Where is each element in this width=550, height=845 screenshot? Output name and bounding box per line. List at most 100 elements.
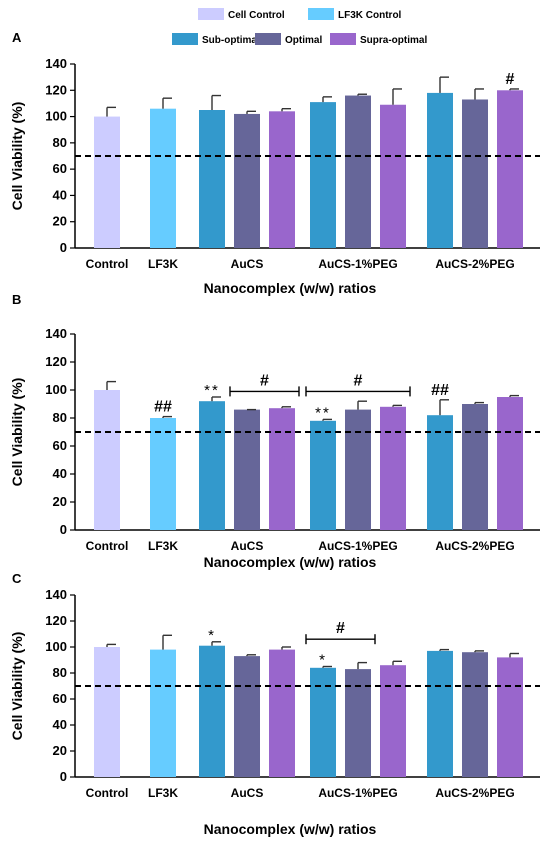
panel-label: B xyxy=(12,292,21,307)
significance-bracket xyxy=(305,386,411,397)
y-tick-label: 140 xyxy=(45,326,67,341)
error-bar xyxy=(106,380,116,390)
bar xyxy=(269,408,295,530)
bar xyxy=(199,645,225,777)
y-axis-title: Cell Viability (%) xyxy=(9,102,25,211)
error-bar xyxy=(162,415,172,418)
x-axis-title: Nanocomplex (w/w) ratios xyxy=(204,554,377,570)
x-tick-label: AuCS-2%PEG xyxy=(435,257,514,271)
x-tick-label: AuCS-1%PEG xyxy=(318,786,397,800)
bar xyxy=(310,667,336,777)
bar xyxy=(462,99,488,248)
legend-label: Sub-optimal xyxy=(202,35,260,46)
significance-label: ## xyxy=(154,399,172,416)
error-bar xyxy=(106,106,116,117)
bar xyxy=(234,656,260,777)
y-tick-label: 60 xyxy=(53,438,67,453)
legend: Cell Control LF3K Control Sub-optimal Optim… xyxy=(172,8,427,46)
bar xyxy=(345,409,371,530)
significance-bracket xyxy=(229,386,300,397)
x-tick-label: Control xyxy=(86,539,129,553)
bracket-label: # xyxy=(260,372,269,389)
bar xyxy=(380,665,406,777)
bar xyxy=(380,406,406,530)
y-tick-label: 20 xyxy=(53,494,67,509)
legend-item: Optimal xyxy=(255,33,322,46)
y-tick-label: 140 xyxy=(45,587,67,602)
significance-label: * xyxy=(208,627,216,644)
x-tick-label: AuCS xyxy=(231,786,264,800)
bar xyxy=(310,420,336,530)
error-bar xyxy=(162,634,172,650)
error-bar xyxy=(357,661,367,670)
y-tick-label: 0 xyxy=(60,522,67,537)
error-bar xyxy=(392,404,402,407)
y-tick-label: 100 xyxy=(45,382,67,397)
x-tick-label: Control xyxy=(86,257,129,271)
error-bar xyxy=(322,665,332,668)
y-tick-label: 0 xyxy=(60,240,67,255)
x-tick-label: AuCS xyxy=(231,257,264,271)
x-tick-label: Control xyxy=(86,786,129,800)
bar xyxy=(150,649,176,777)
error-bar xyxy=(509,652,519,658)
x-tick-label: LF3K xyxy=(148,539,178,553)
error-bar xyxy=(439,648,449,651)
y-axis-title: Cell Viability (%) xyxy=(9,632,25,741)
bar xyxy=(269,649,295,777)
error-bar xyxy=(474,88,484,100)
x-tick-label: AuCS xyxy=(231,539,264,553)
legend-item: Sub-optimal xyxy=(172,33,260,46)
bar xyxy=(269,111,295,248)
x-tick-label: AuCS-1%PEG xyxy=(318,257,397,271)
legend-label: LF3K Control xyxy=(338,10,402,21)
bracket-label: # xyxy=(336,620,345,637)
y-tick-label: 80 xyxy=(53,665,67,680)
x-tick-label: LF3K xyxy=(148,786,178,800)
y-tick-label: 40 xyxy=(53,466,67,481)
error-bar xyxy=(246,110,256,114)
error-bar xyxy=(106,643,116,647)
error-bar xyxy=(281,646,291,650)
panel-A: A 0 20 40 60 80 100 120 140 # Control LF3K AuCS AuCS-… xyxy=(9,30,540,296)
error-bar xyxy=(211,641,221,646)
bar xyxy=(345,95,371,249)
bar xyxy=(345,669,371,777)
error-bar xyxy=(246,654,256,657)
x-axis-title: Nanocomplex (w/w) ratios xyxy=(204,280,377,296)
error-bar xyxy=(474,401,484,404)
bar xyxy=(94,647,120,777)
y-tick-label: 0 xyxy=(60,769,67,784)
y-tick-label: 60 xyxy=(53,691,67,706)
x-tick-label: LF3K xyxy=(148,257,178,271)
error-bar xyxy=(392,660,402,666)
bar xyxy=(150,108,176,248)
y-tick-label: 120 xyxy=(45,354,67,369)
x-tick-label: AuCS-2%PEG xyxy=(435,786,514,800)
error-bar xyxy=(509,394,519,397)
y-tick-label: 100 xyxy=(45,109,67,124)
bar xyxy=(427,650,453,777)
legend-swatch xyxy=(198,8,224,20)
x-tick-label: AuCS-2%PEG xyxy=(435,539,514,553)
bar xyxy=(497,90,523,249)
error-bar xyxy=(509,88,519,91)
y-tick-label: 20 xyxy=(53,214,67,229)
bar xyxy=(234,113,260,248)
y-tick-label: 80 xyxy=(53,410,67,425)
legend-label: Optimal xyxy=(285,35,322,46)
y-tick-label: 40 xyxy=(53,187,67,202)
y-tick-label: 120 xyxy=(45,613,67,628)
error-bar xyxy=(474,650,484,653)
bracket-label: # xyxy=(354,372,363,389)
error-bar xyxy=(211,94,221,110)
panel-label: A xyxy=(12,30,22,45)
significance-label: ## xyxy=(431,382,449,399)
bar xyxy=(427,92,453,249)
bar xyxy=(94,390,120,530)
y-tick-label: 100 xyxy=(45,639,67,654)
error-bar xyxy=(439,76,449,93)
bar xyxy=(199,401,225,530)
legend-item: Cell Control xyxy=(198,8,285,21)
